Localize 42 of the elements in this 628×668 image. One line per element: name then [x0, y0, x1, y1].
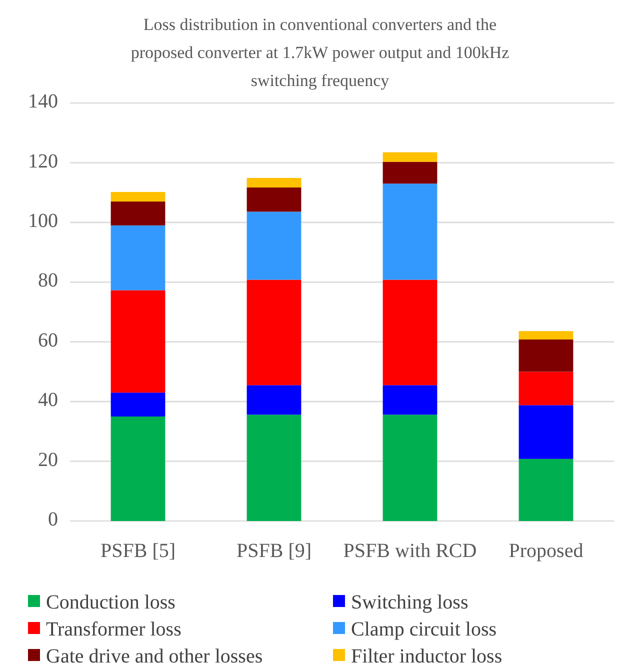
legend-label: Switching loss	[351, 592, 468, 614]
bar	[110, 416, 166, 521]
legend-label: Gate drive and other losses	[46, 646, 263, 668]
y-tick-label: 60	[38, 329, 58, 352]
chart-title: Loss distribution in conventional converters and the proposed converter at 1.7kW power output and 100kHz switching frequency	[130, 15, 510, 90]
bar	[518, 339, 574, 372]
y-tick-label: 100	[28, 210, 58, 232]
legend-label: Conduction loss	[46, 592, 176, 614]
x-tick-label: PSFB [5]	[100, 540, 176, 562]
y-tick-label: 80	[38, 270, 58, 292]
bar	[246, 280, 302, 386]
x-tick-label: PSFB [9]	[236, 540, 312, 562]
y-tick-label: 40	[38, 389, 58, 412]
bar	[246, 385, 302, 415]
y-tick-label: 140	[28, 90, 58, 113]
bar	[110, 392, 166, 416]
x-tick-label: PSFB with RCD	[343, 540, 477, 562]
x-tick-label: Proposed	[508, 540, 584, 562]
bar	[382, 152, 438, 162]
legend-label: Clamp circuit loss	[351, 618, 497, 641]
bar	[110, 202, 166, 226]
bar	[518, 458, 574, 521]
bar	[382, 414, 438, 521]
bar	[246, 212, 302, 280]
y-tick-label: 20	[38, 448, 58, 471]
bar	[518, 331, 574, 340]
bar	[110, 192, 166, 202]
bar	[246, 187, 302, 212]
y-tick-label: 120	[28, 150, 58, 172]
bar	[382, 385, 438, 415]
bar	[518, 405, 574, 459]
legend-label: Filter inductor loss	[351, 646, 502, 668]
y-tick-label: 0	[48, 508, 58, 531]
bar	[382, 184, 438, 280]
bar	[110, 225, 166, 290]
bar	[246, 178, 302, 188]
legend-label: Transformer loss	[46, 618, 182, 641]
bar	[382, 280, 438, 386]
bar	[382, 162, 438, 184]
bar	[518, 372, 574, 406]
bar	[246, 414, 302, 521]
bar	[110, 290, 166, 393]
